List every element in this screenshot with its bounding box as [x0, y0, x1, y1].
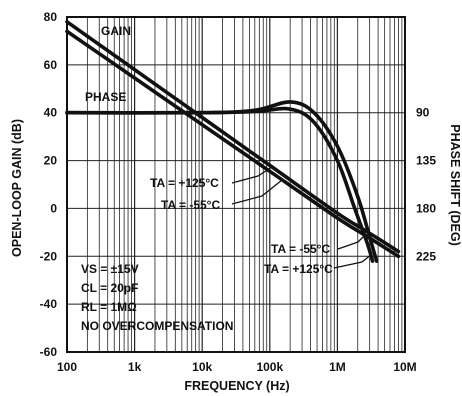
condition-overcomp: NO OVERCOMPENSATION [81, 319, 233, 333]
condition-rl: RL = 1MΩ [81, 300, 137, 314]
x-tick-label: 100k [256, 360, 283, 374]
callout-leader [231, 179, 283, 205]
y-tick-label: 0 [50, 201, 57, 215]
series-line-gain-ta-125-c [65, 20, 401, 254]
tick-labels: 100 1k 10k 100k 1M 10M 80 60 40 20 0 -20 -40 -60 90 135… [40, 10, 437, 374]
phase-tick-label: 225 [416, 249, 436, 263]
ta-55-phase-label: TA = -55°C [271, 242, 330, 256]
series-line-phase-ta-125-c [65, 106, 375, 263]
callout-leader [337, 233, 367, 250]
condition-vs: VS = ±15V [81, 262, 139, 276]
phase-label: PHASE [85, 90, 126, 104]
y-tick-label: 80 [44, 10, 58, 24]
plot-frame [66, 16, 406, 353]
y-tick-label: -60 [40, 345, 58, 359]
ta-55-gain-label: TA = -55°C [161, 198, 220, 212]
callouts [231, 166, 373, 269]
x-tick-label: 10k [192, 360, 212, 374]
phase-tick-label: 135 [416, 154, 436, 168]
y-tick-label: -20 [40, 249, 58, 263]
callout-leader [231, 166, 273, 184]
ta-125-phase-label: TA = +125°C [264, 262, 333, 276]
x-tick-label: 1k [128, 360, 142, 374]
y2-axis-title: PHASE SHIFT (DEG) [448, 124, 462, 246]
phase-tick-label: 180 [416, 201, 436, 215]
gain-label: GAIN [101, 24, 131, 38]
conditions-box: VS = ±15V CL = 20pF RL = 1MΩ NO OVERCOMP… [81, 262, 233, 333]
y-tick-label: -40 [40, 297, 58, 311]
y-axis-title: OPEN-LOOP GAIN (dB) [10, 119, 24, 257]
ta-125-gain-label: TA = +125°C [150, 176, 219, 190]
phase-tick-label: 90 [416, 106, 430, 120]
series [65, 20, 401, 263]
y-tick-label: 40 [44, 106, 58, 120]
condition-cl: CL = 20pF [81, 281, 138, 295]
y-tick-label: 60 [44, 58, 58, 72]
y-tick-label: 20 [44, 154, 58, 168]
callout-leader [333, 253, 373, 269]
x-axis-title: FREQUENCY (Hz) [184, 379, 289, 393]
x-tick-label: 100 [57, 360, 77, 374]
x-tick-label: 1M [329, 360, 346, 374]
x-tick-label: 10M [393, 360, 416, 374]
series-line-phase-ta-55-c [65, 100, 379, 263]
